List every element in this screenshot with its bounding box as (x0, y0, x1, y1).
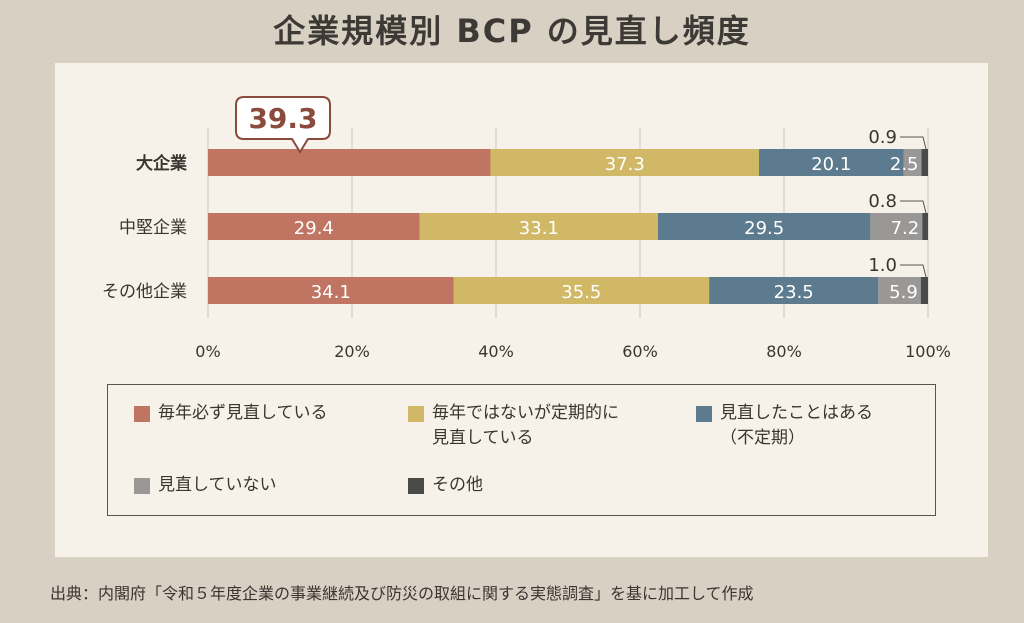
legend-swatch-not-reviewed (134, 478, 150, 494)
data-label: 20.1 (811, 154, 851, 175)
legend-item-periodic: 毎年ではないが定期的に 見直している (408, 401, 619, 451)
data-label: 0.8 (868, 191, 897, 212)
legend-item-not-reviewed: 見直していない (134, 473, 277, 498)
leader-line (900, 264, 927, 278)
bar-segment-not-reviewed (903, 149, 922, 176)
bar-segment-not-reviewed (878, 277, 921, 304)
bar-segment-annual (208, 149, 491, 176)
legend: 毎年必ず見直している 毎年ではないが定期的に 見直している 見直したことはある … (107, 384, 936, 516)
bar-segment-irregular (658, 213, 871, 240)
legend-label-annual: 毎年必ず見直している (158, 403, 328, 423)
bar-segment-irregular (709, 277, 879, 304)
category-label: 大企業 (136, 153, 187, 174)
x-tick-label: 80% (766, 342, 802, 361)
legend-item-annual: 毎年必ず見直している (134, 401, 328, 426)
legend-label-periodic: 毎年ではないが定期的に 見直している (432, 403, 619, 448)
legend-swatch-periodic (408, 406, 424, 422)
bar-segment-periodic (419, 213, 658, 240)
data-label: 29.4 (294, 218, 334, 239)
data-label: 29.5 (744, 218, 784, 239)
legend-item-irregular: 見直したことはある （不定期） (696, 401, 873, 451)
source-note: 出典：内閣府「令和５年度企業の事業継続及び防災の取組に関する実態調査」を基に加工… (50, 584, 754, 603)
bar-segment-annual (208, 213, 420, 240)
data-label: 37.3 (605, 154, 645, 175)
data-label: 33.1 (519, 218, 559, 239)
x-tick-label: 100% (905, 342, 951, 361)
callout-value: 39.3 (248, 102, 317, 135)
data-label: 35.5 (561, 282, 601, 303)
legend-swatch-other (408, 478, 424, 494)
data-label: 7.2 (891, 218, 920, 239)
legend-label-not-reviewed: 見直していない (158, 475, 277, 495)
chart-title: 企業規模別 BCP の見直し頻度 (273, 12, 751, 50)
legend-swatch-irregular (696, 406, 712, 422)
data-label: 34.1 (311, 282, 351, 303)
bar-segment-annual (208, 277, 454, 304)
x-tick-label: 0% (195, 342, 220, 361)
x-tick-label: 20% (334, 342, 370, 361)
bar-segment-not-reviewed (870, 213, 923, 240)
data-label: 0.9 (868, 127, 897, 148)
data-label: 1.0 (868, 255, 897, 276)
leader-line (900, 136, 927, 150)
x-tick-label: 40% (478, 342, 514, 361)
legend-swatch-annual (134, 406, 150, 422)
category-label: その他企業 (102, 282, 187, 302)
bar-segment-periodic (453, 277, 710, 304)
bar-segment-other (922, 213, 928, 240)
legend-item-other: その他 (408, 473, 483, 498)
category-label: 中堅企業 (119, 218, 187, 238)
data-label: 5.9 (889, 282, 918, 303)
data-label: 23.5 (774, 282, 814, 303)
leader-line (900, 200, 927, 214)
bar-segment-irregular (758, 149, 904, 176)
legend-label-other: その他 (432, 475, 483, 495)
bar-segment-other (921, 149, 928, 176)
data-label: 2.5 (890, 154, 919, 175)
callout-bubble (235, 96, 331, 154)
x-tick-label: 60% (622, 342, 658, 361)
legend-label-irregular: 見直したことはある （不定期） (720, 403, 873, 448)
bar-segment-periodic (490, 149, 759, 176)
bar-segment-other (920, 277, 928, 304)
